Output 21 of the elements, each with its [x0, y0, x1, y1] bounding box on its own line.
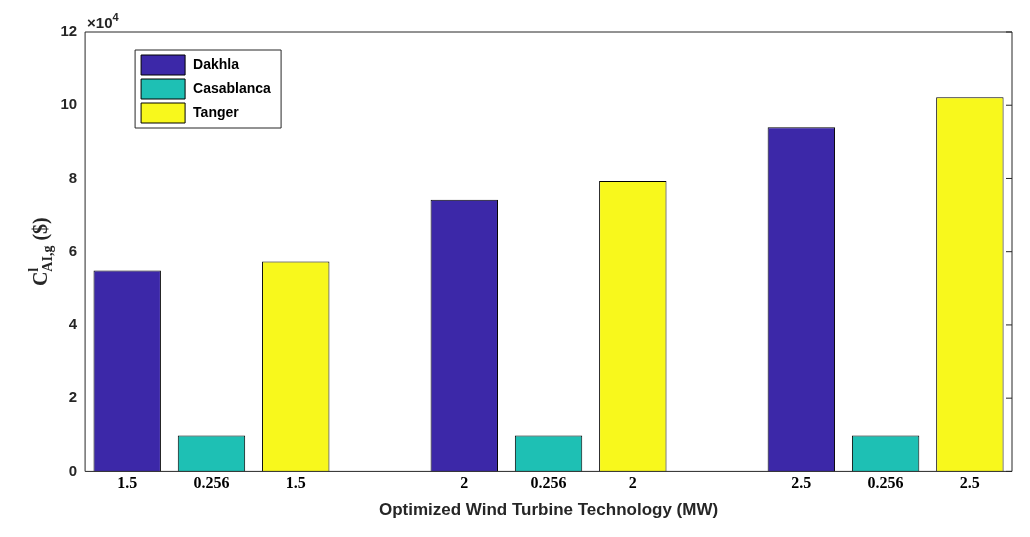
- y-tick-label: 4: [68, 315, 78, 333]
- y-tick-label: 6: [68, 241, 78, 259]
- legend-label: Tanger: [193, 103, 240, 120]
- x-tick-label: 0.256: [193, 474, 230, 492]
- x-tick-label: 2: [628, 474, 637, 492]
- x-tick-label: 2.5: [791, 474, 812, 492]
- x-tick-label: 2.5: [959, 474, 980, 492]
- y-tick-label: 2: [68, 388, 78, 406]
- legend-label: Dakhla: [193, 55, 240, 72]
- x-tick-label: 1.5: [117, 474, 138, 492]
- legend-label: Casablanca: [193, 79, 272, 96]
- x-tick-label: 1.5: [285, 474, 306, 492]
- y-tick-label: 8: [68, 168, 78, 186]
- y-axis-title: ClAI,g ($): [26, 217, 56, 287]
- x-tick-label: 2: [460, 474, 469, 492]
- y-tick-label: 10: [60, 95, 78, 113]
- y-tick-label: 12: [60, 22, 78, 40]
- x-tick-label: 0.256: [530, 474, 567, 492]
- x-axis-title: Optimized Wind Turbine Technology (MW): [378, 500, 719, 520]
- x-tick-label: 0.256: [867, 474, 904, 492]
- y-tick-label: 0: [68, 461, 78, 479]
